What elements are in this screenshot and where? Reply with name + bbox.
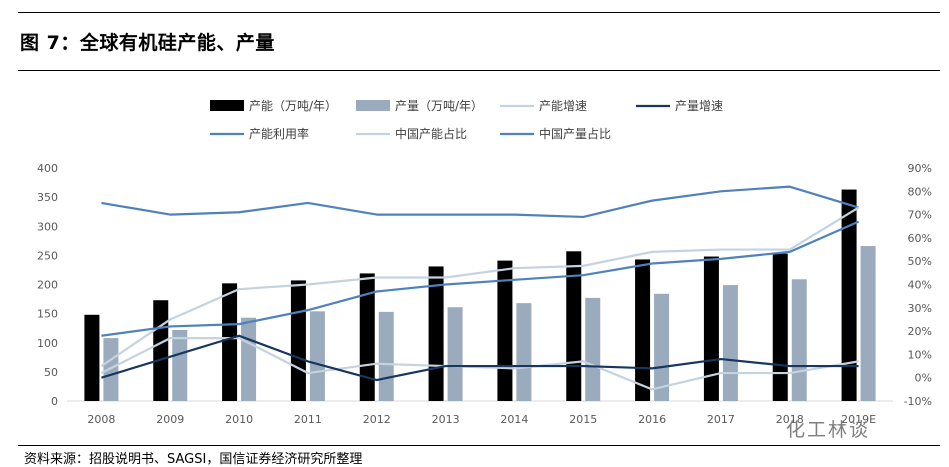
- y-right-tick-label: 0%: [915, 372, 932, 385]
- bar-capacity: [84, 314, 100, 401]
- bar-output: [585, 297, 601, 401]
- y-right-tick-label: 40%: [908, 279, 932, 292]
- bar-capacity: [703, 256, 719, 401]
- bar-output: [447, 307, 463, 401]
- bar-output: [241, 317, 257, 401]
- legend-label: 产能（万吨/年）: [249, 99, 337, 113]
- figure-header: 图 7：全球有机硅产能、产量: [18, 12, 940, 72]
- bar-capacity: [772, 253, 788, 401]
- y-left-tick-label: 150: [37, 308, 58, 321]
- legend-label: 产量增速: [675, 99, 723, 113]
- x-tick-label: 2011: [294, 413, 322, 426]
- bar-output: [516, 303, 532, 401]
- line-output-growth: [101, 334, 859, 382]
- line-utilization: [101, 185, 859, 219]
- x-tick-label: 2015: [569, 413, 597, 426]
- y-left-tick-label: 50: [44, 366, 58, 379]
- line-capacity-growth: [100, 336, 859, 391]
- y-left-tick-label: 250: [37, 249, 58, 262]
- bar-capacity: [359, 273, 375, 401]
- x-tick-label: 2009: [156, 413, 184, 426]
- bar-capacity: [153, 300, 169, 401]
- header-bottom-rule: [18, 70, 940, 71]
- bar-capacity: [635, 259, 651, 401]
- x-tick-label: 2018: [776, 413, 804, 426]
- source-rule: [18, 445, 940, 446]
- y-right-tick-label: 20%: [908, 325, 932, 338]
- y-right-tick-label: 80%: [908, 185, 932, 198]
- x-tick-label: 2016: [638, 413, 666, 426]
- bar-capacity: [841, 189, 857, 401]
- legend-swatch: [210, 100, 244, 111]
- y-right-tick-label: 60%: [908, 232, 932, 245]
- x-tick-label: 2019E: [841, 413, 876, 426]
- x-tick-label: 2014: [500, 413, 528, 426]
- y-left-tick-label: 0: [51, 395, 58, 408]
- x-tick-label: 2017: [707, 413, 735, 426]
- figure-title: 图 7：全球有机硅产能、产量: [20, 32, 275, 54]
- bar-capacity: [222, 283, 238, 401]
- y-right-tick-label: 10%: [908, 348, 932, 361]
- watermark-text: 化工林谈: [786, 419, 871, 441]
- y-right-tick-label: -10%: [904, 395, 932, 408]
- bar-output: [172, 329, 188, 401]
- bar-capacity: [290, 280, 306, 401]
- figure-source: 资料来源：招股说明书、SAGSI，国信证券经济研究所整理: [24, 452, 363, 467]
- bar-output: [378, 311, 394, 401]
- bar-capacity: [566, 251, 582, 401]
- legend-swatch: [356, 100, 390, 111]
- bar-output: [722, 285, 738, 401]
- watermark: 化工林谈: [786, 415, 870, 442]
- line-china-capacity-share: [100, 206, 860, 367]
- bar-output: [309, 311, 325, 401]
- legend-label: 中国产能占比: [395, 126, 467, 141]
- y-right-tick-label: 50%: [908, 255, 932, 268]
- y-left-tick-label: 400: [37, 162, 58, 175]
- legend-label: 产能利用率: [249, 126, 309, 141]
- line-china-output-share: [101, 220, 860, 337]
- y-left-tick-label: 200: [37, 279, 58, 292]
- y-left-tick-label: 350: [37, 191, 58, 204]
- x-tick-label: 2012: [363, 413, 391, 426]
- y-left-tick-label: 100: [37, 337, 58, 350]
- bar-output: [654, 293, 670, 401]
- bar-output: [103, 338, 119, 401]
- x-tick-label: 2008: [87, 413, 115, 426]
- x-tick-label: 2013: [432, 413, 460, 426]
- legend-label: 产能增速: [539, 99, 587, 113]
- y-right-tick-label: 90%: [908, 162, 932, 175]
- legend-label: 产量（万吨/年）: [395, 99, 483, 113]
- bar-output: [860, 246, 876, 401]
- legend-label: 中国产量占比: [539, 126, 611, 141]
- y-left-tick-label: 300: [37, 220, 58, 233]
- header-top-rule: [18, 12, 940, 13]
- y-right-tick-label: 70%: [908, 209, 932, 222]
- x-tick-label: 2010: [225, 413, 253, 426]
- bar-output: [791, 279, 807, 401]
- y-right-tick-label: 30%: [908, 302, 932, 315]
